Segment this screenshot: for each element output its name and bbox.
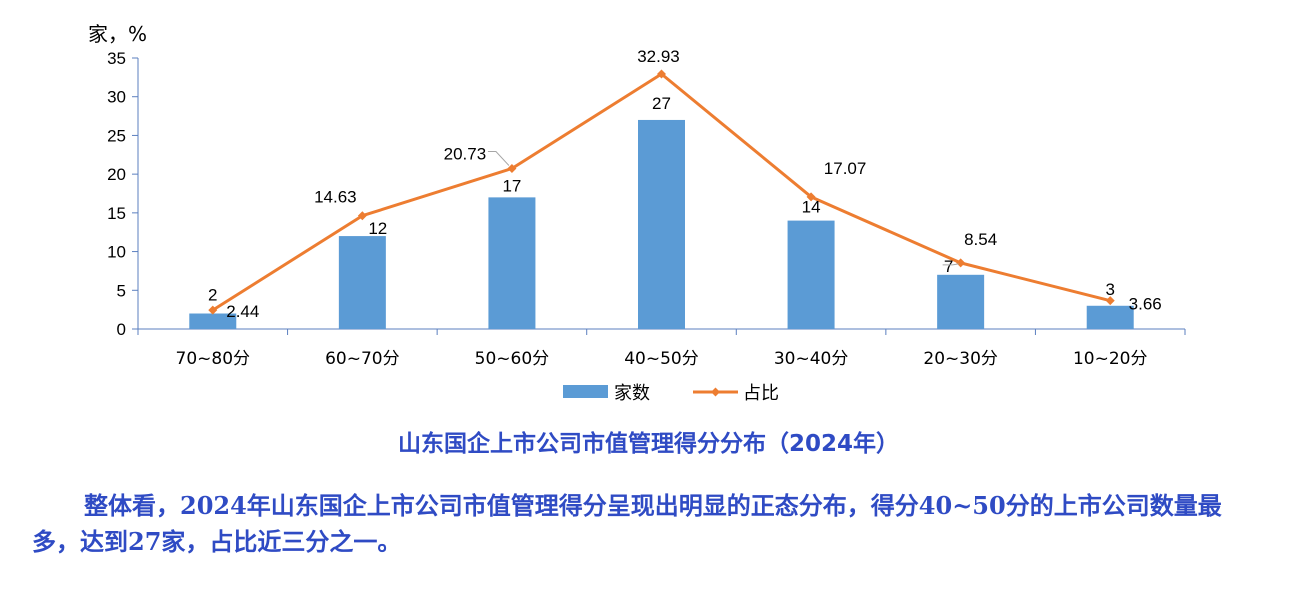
line-point: [357, 211, 367, 221]
line-point: [806, 192, 816, 202]
legend-bar-swatch: [563, 385, 608, 398]
bar-value-label: 14: [802, 198, 821, 217]
line-value-label: 17.07: [824, 159, 867, 178]
summary-paragraph: 整体看，2024年山东国企上市公司市值管理得分呈现出明显的正态分布，得分40~5…: [32, 491, 1222, 556]
line-point: [956, 258, 966, 268]
legend-label-share: 占比: [743, 383, 779, 404]
x-tick-label: 60~70分: [325, 349, 400, 369]
legend-line-marker: [711, 387, 720, 397]
y-axis: 0 5 10 15 20 25 30 35: [107, 49, 139, 339]
x-tick-label: 10~20分: [1073, 349, 1148, 369]
line-value-label: 2.44: [226, 302, 259, 321]
legend-label-count: 家数: [614, 383, 650, 404]
x-tick-label: 20~30分: [923, 349, 998, 369]
chart-title: 山东国企上市公司市值管理得分分布（2024年）: [397, 431, 899, 457]
y-tick-label: 20: [107, 165, 126, 184]
y-tick-label: 30: [107, 88, 126, 107]
bar-value-label: 17: [502, 176, 521, 195]
bar: [937, 274, 985, 329]
line-point: [507, 163, 517, 173]
bar: [638, 119, 685, 329]
bar: [787, 220, 835, 329]
bar-value-label: 27: [652, 94, 671, 113]
bar: [189, 313, 237, 329]
line-value-label: 8.54: [964, 230, 997, 249]
line-value-label: 14.63: [314, 188, 357, 207]
data-labels: 2 12 17 27 14 7 3 2.44 14.63 20.73 32.93 17.07 8.54 3…: [208, 47, 1162, 321]
leader-line: [942, 263, 959, 266]
legend: 家数 占比: [563, 383, 779, 404]
leader-line: [487, 150, 510, 166]
line-point: [208, 305, 218, 315]
bar-value-label: 3: [1105, 280, 1114, 299]
line-series: [208, 69, 1115, 315]
y-tick-label: 15: [107, 204, 126, 223]
line-point: [1105, 296, 1115, 306]
y-tick-label: 5: [117, 281, 126, 300]
bar-value-label: 7: [944, 257, 953, 276]
bar: [338, 236, 386, 329]
bar: [1086, 305, 1134, 329]
x-tick-label: 70~80分: [176, 349, 251, 369]
line-point: [657, 69, 666, 79]
bar-value-label: 12: [368, 219, 387, 238]
line-value-label: 3.66: [1129, 295, 1162, 314]
y-axis-unit-label: 家，%: [88, 22, 147, 46]
bar-value-label: 2: [208, 286, 217, 305]
bar-series: [189, 119, 1134, 329]
y-tick-label: 25: [107, 126, 126, 145]
bar: [488, 197, 536, 329]
chart-canvas: 家，% 0 5 10 15 20 25 30 35 70~80分 60~70分 50~60分 40~…: [88, 22, 1186, 404]
y-tick-label: 35: [107, 49, 126, 68]
x-tick-label: 50~60分: [475, 349, 550, 369]
line-value-label: 20.73: [444, 144, 487, 163]
line-value-label: 32.93: [637, 47, 680, 66]
x-tick-label: 30~40分: [774, 349, 849, 369]
x-axis: 70~80分 60~70分 50~60分 40~50分 30~40分 20~30分 10~2…: [137, 328, 1186, 369]
y-tick-label: 0: [117, 320, 126, 339]
x-tick-label: 40~50分: [624, 349, 699, 369]
y-tick-label: 10: [107, 243, 126, 262]
